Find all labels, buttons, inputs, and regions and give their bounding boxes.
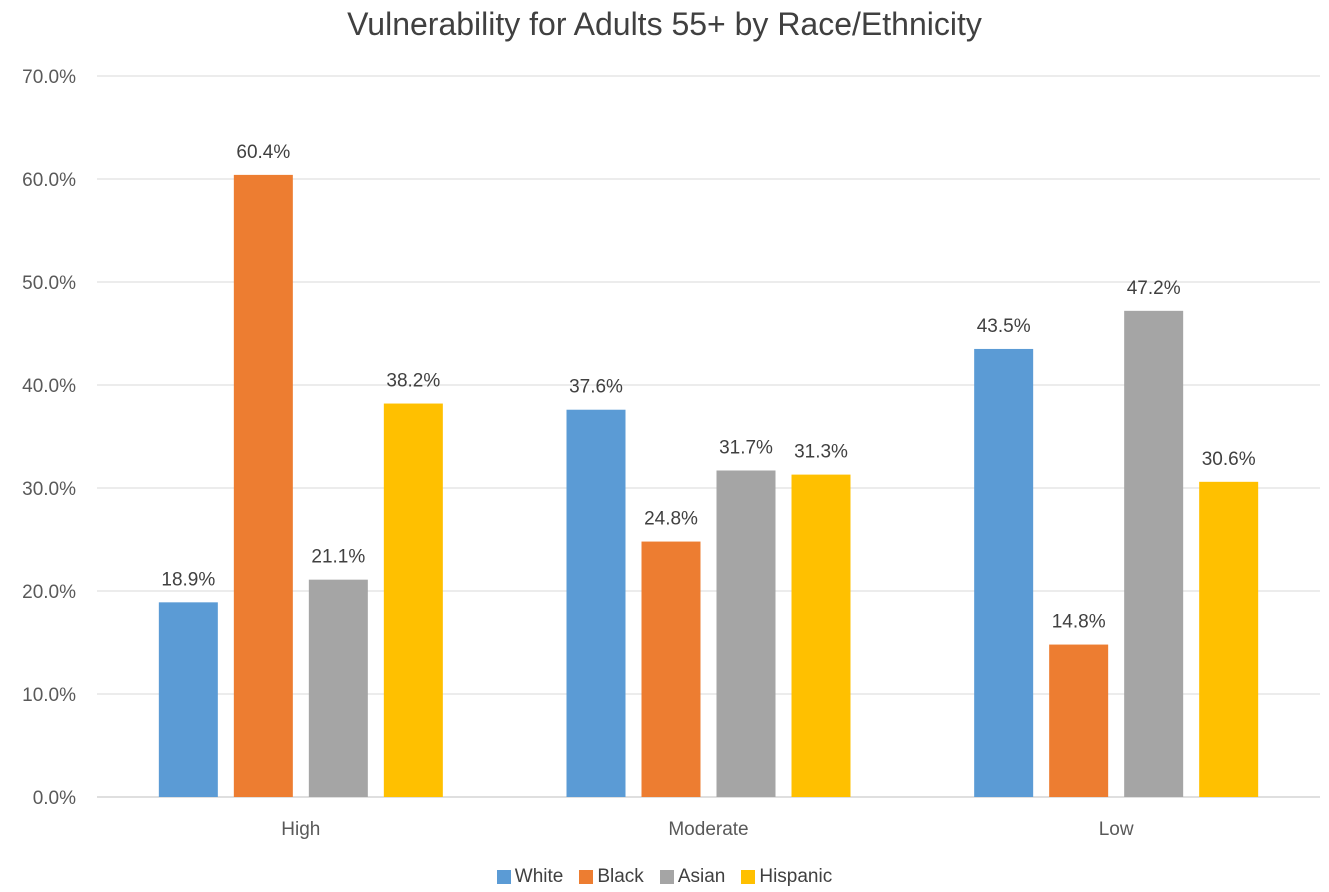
data-label: 43.5%	[977, 316, 1031, 337]
legend-label: Black	[597, 866, 644, 887]
bar-hispanic-low	[1199, 481, 1259, 797]
data-label: 30.6%	[1202, 449, 1256, 470]
data-label: 18.9%	[161, 569, 215, 590]
y-tick-label: 40.0%	[22, 376, 76, 397]
legend-item-hispanic: Hispanic	[741, 866, 832, 888]
bar-white-high	[158, 602, 218, 797]
bar-asian-low	[1124, 310, 1184, 797]
bar-white-low	[974, 348, 1034, 797]
y-tick-label: 20.0%	[22, 582, 76, 603]
bar-black-high	[233, 174, 293, 797]
bar-black-moderate	[641, 541, 701, 797]
x-category-label: High	[281, 819, 320, 840]
legend-item-white: White	[496, 866, 564, 888]
bar-asian-moderate	[716, 470, 776, 797]
legend-item-black: Black	[579, 866, 644, 888]
bar-asian-high	[308, 579, 368, 797]
chart-legend: White Black Asian Hispanic	[0, 866, 1329, 888]
data-label: 37.6%	[569, 377, 623, 398]
legend-label: Asian	[677, 866, 726, 887]
bar-hispanic-moderate	[791, 474, 851, 797]
data-label: 14.8%	[1052, 612, 1106, 633]
y-tick-label: 30.0%	[22, 479, 76, 500]
y-tick-label: 10.0%	[22, 685, 76, 706]
legend-swatch	[579, 870, 594, 884]
data-label: 31.3%	[794, 442, 848, 463]
legend-label: Hispanic	[759, 866, 833, 887]
chart-title: Vulnerability for Adults 55+ by Race/Eth…	[347, 6, 982, 42]
y-tick-label: 0.0%	[33, 788, 76, 809]
data-label: 47.2%	[1127, 278, 1181, 299]
data-label: 38.2%	[386, 371, 440, 392]
y-tick-label: 60.0%	[22, 170, 76, 191]
bar-black-low	[1049, 644, 1109, 797]
bar-hispanic-high	[383, 403, 443, 797]
legend-item-asian: Asian	[659, 866, 726, 888]
data-label: 24.8%	[644, 509, 698, 530]
legend-swatch	[496, 870, 511, 884]
y-tick-label: 70.0%	[22, 67, 76, 88]
data-label: 60.4%	[236, 142, 290, 163]
legend-label: White	[514, 866, 564, 887]
y-tick-label: 50.0%	[22, 273, 76, 294]
data-label: 21.1%	[311, 547, 365, 568]
x-category-label: Low	[1099, 819, 1134, 840]
legend-swatch	[659, 870, 674, 884]
x-category-label: Moderate	[668, 819, 748, 840]
data-label: 31.7%	[719, 437, 773, 458]
legend-swatch	[741, 870, 756, 884]
bar-white-moderate	[566, 409, 626, 797]
